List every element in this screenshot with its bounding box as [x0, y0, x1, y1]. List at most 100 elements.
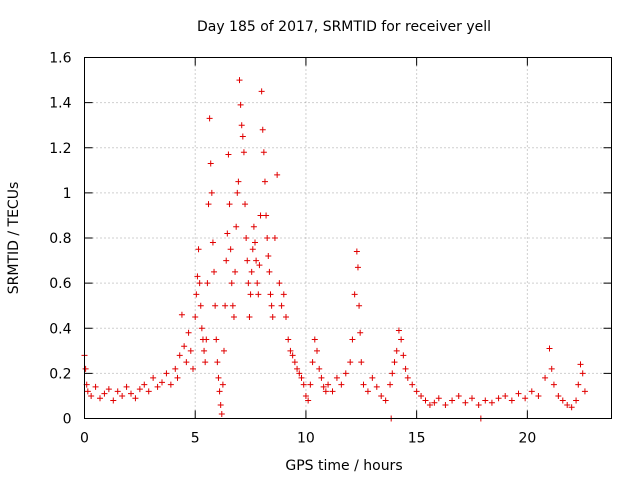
data-point [204, 280, 211, 287]
data-point [579, 370, 586, 377]
data-point [239, 133, 246, 140]
data-point [393, 347, 400, 354]
data-point [208, 189, 215, 196]
data-point [264, 235, 271, 241]
y-tick-label: 1.6 [49, 51, 71, 67]
data-point [238, 122, 245, 129]
data-point [233, 223, 240, 230]
data-point [502, 392, 509, 399]
data-point [314, 347, 320, 354]
data-point [276, 280, 283, 287]
data-point [167, 381, 174, 388]
data-point [475, 401, 482, 408]
data-point [258, 88, 265, 95]
data-point [248, 268, 255, 275]
data-point [347, 359, 354, 366]
data-point [242, 201, 249, 208]
data-point [391, 359, 398, 366]
data-point [84, 388, 91, 395]
x-tick-label: 20 [518, 431, 536, 447]
data-point [266, 268, 273, 275]
data-point [449, 397, 456, 404]
data-point [307, 381, 314, 388]
y-tick-label: 0.4 [49, 321, 71, 337]
data-point [132, 395, 139, 402]
data-point [285, 336, 292, 343]
data-point [495, 395, 502, 402]
data-point [274, 171, 281, 178]
data-point [364, 388, 371, 395]
data-point [252, 239, 258, 246]
data-point [227, 246, 234, 253]
y-tick-label: 0.2 [49, 366, 71, 382]
y-tick-label: 0.8 [49, 231, 71, 247]
data-point [240, 149, 247, 156]
data-point [378, 392, 385, 399]
data-point [577, 361, 584, 368]
data-point [97, 395, 103, 402]
data-point [212, 302, 219, 309]
data-point [193, 291, 200, 298]
data-point [194, 273, 201, 280]
data-point [218, 410, 225, 417]
data-point [243, 235, 250, 241]
data-point [245, 280, 252, 287]
data-point [287, 347, 294, 354]
data-point [154, 383, 161, 390]
data-point [546, 345, 553, 352]
data-point [247, 291, 254, 298]
data-point [190, 365, 196, 372]
data-point [269, 313, 276, 320]
data-point [356, 302, 363, 309]
data-point [488, 399, 495, 406]
data-point [316, 365, 323, 372]
data-point [395, 327, 402, 334]
data-point [559, 397, 566, 404]
data-point [253, 257, 260, 264]
data-point [197, 302, 204, 309]
data-point [267, 291, 274, 298]
data-point [259, 126, 266, 133]
y-tick-label: 0.6 [49, 276, 71, 292]
data-point [159, 379, 165, 386]
data-point [110, 397, 117, 404]
data-point [357, 329, 364, 336]
data-point [222, 302, 229, 309]
data-point [244, 257, 251, 264]
x-tick-label: 15 [408, 431, 426, 447]
chart-title: Day 185 of 2017, SRMTID for receiver yel… [197, 19, 491, 35]
data-point [389, 370, 396, 377]
data-point [216, 388, 223, 395]
data-point [136, 386, 143, 393]
data-point [435, 395, 442, 402]
data-point [568, 404, 575, 411]
data-point [229, 302, 236, 309]
data-point [305, 397, 312, 404]
data-point [271, 235, 278, 241]
data-point [358, 359, 365, 366]
data-point [296, 370, 303, 377]
data-point [522, 395, 529, 402]
data-point [280, 291, 287, 298]
data-point [289, 352, 296, 359]
x-tick-label: 0 [80, 431, 89, 447]
data-point [422, 397, 429, 404]
data-point [373, 383, 380, 390]
data-point [250, 223, 257, 230]
grid-lines [84, 57, 612, 419]
data-point [202, 359, 209, 366]
y-tick-label: 1.2 [49, 141, 71, 157]
x-tick-label: 5 [191, 431, 200, 447]
data-point [291, 359, 298, 366]
data-point [260, 149, 267, 156]
data-point [360, 381, 367, 388]
data-point [300, 381, 307, 388]
data-point [338, 381, 345, 388]
data-point [322, 388, 329, 395]
y-axis-label: SRMTID / TECUs [6, 182, 22, 295]
data-point [409, 381, 416, 388]
data-point [219, 381, 226, 388]
data-point [431, 399, 438, 406]
data-point [183, 359, 190, 366]
data-point [246, 313, 253, 320]
